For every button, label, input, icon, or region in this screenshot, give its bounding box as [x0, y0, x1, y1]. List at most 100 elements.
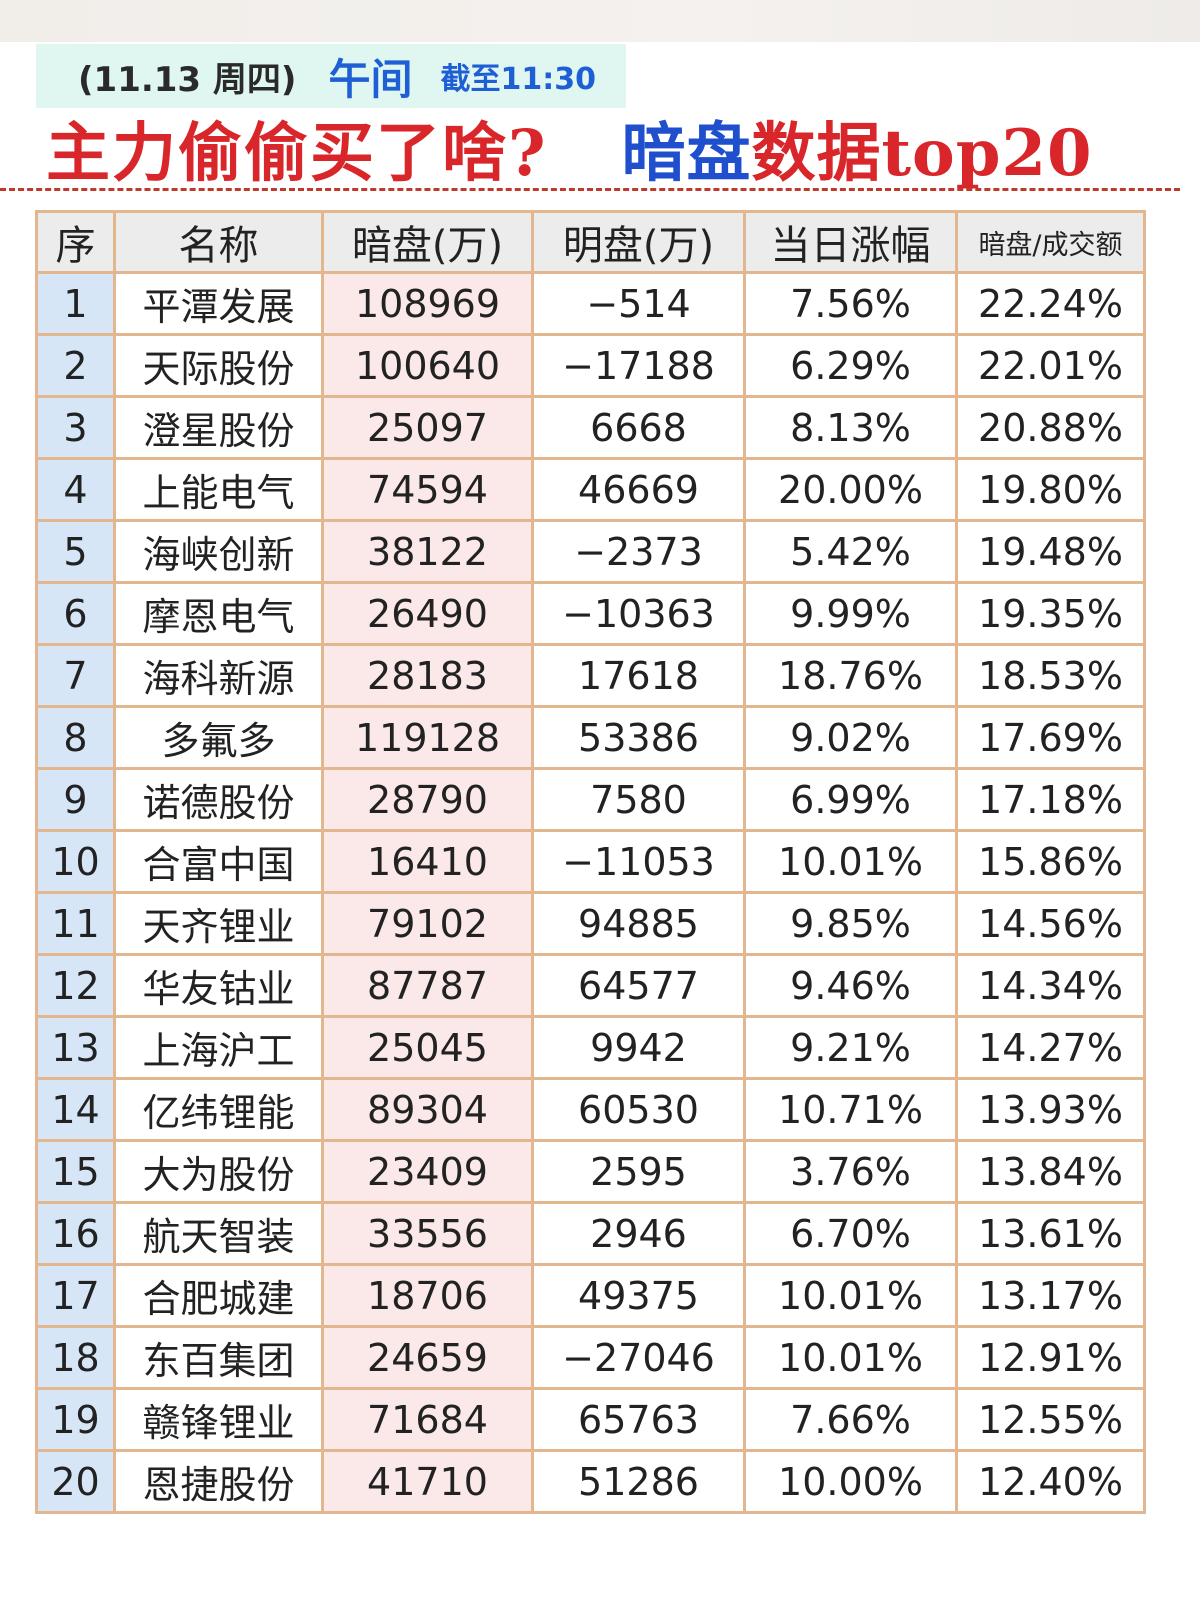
col-header-dark: 暗盘(万)	[321, 210, 534, 274]
daily-change: 9.02%	[743, 705, 958, 770]
row-index: 14	[35, 1077, 116, 1142]
row-index: 10	[35, 829, 116, 894]
daily-change: 10.01%	[743, 1325, 958, 1390]
table-row: 8 多氟多 119128 53386 9.02% 17.69%	[35, 705, 1146, 770]
table-row: 20 恩捷股份 41710 51286 10.00% 12.40%	[35, 1449, 1146, 1514]
daily-change: 9.85%	[743, 891, 958, 956]
table-row: 15 大为股份 23409 2595 3.76% 13.84%	[35, 1139, 1146, 1204]
table-row: 6 摩恩电气 26490 −10363 9.99% 19.35%	[35, 581, 1146, 646]
dark-ratio: 14.56%	[955, 891, 1146, 956]
table-body: 1 平潭发展 108969 −514 7.56% 22.24% 2 天际股份 100640 −17…	[35, 271, 1146, 1514]
row-index: 11	[35, 891, 116, 956]
daily-change: 5.42%	[743, 519, 958, 584]
table-row: 7 海科新源 28183 17618 18.76% 18.53%	[35, 643, 1146, 708]
row-index: 8	[35, 705, 116, 770]
daily-change: 9.46%	[743, 953, 958, 1018]
row-index: 16	[35, 1201, 116, 1266]
dark-pool-value: 89304	[321, 1077, 534, 1142]
daily-change: 6.99%	[743, 767, 958, 832]
row-index: 12	[35, 953, 116, 1018]
daily-change: 8.13%	[743, 395, 958, 460]
light-pool-value: −27046	[531, 1325, 746, 1390]
daily-change: 7.66%	[743, 1387, 958, 1452]
dark-ratio: 12.40%	[955, 1449, 1146, 1514]
light-pool-value: 7580	[531, 767, 746, 832]
row-index: 2	[35, 333, 116, 398]
stock-name: 东百集团	[113, 1325, 324, 1390]
dark-pool-value: 79102	[321, 891, 534, 956]
stock-name: 天齐锂业	[113, 891, 324, 956]
row-index: 4	[35, 457, 116, 522]
table-row: 3 澄星股份 25097 6668 8.13% 20.88%	[35, 395, 1146, 460]
stock-name: 合富中国	[113, 829, 324, 894]
daily-change: 3.76%	[743, 1139, 958, 1204]
light-pool-value: 46669	[531, 457, 746, 522]
dark-pool-value: 108969	[321, 271, 534, 336]
stock-name: 赣锋锂业	[113, 1387, 324, 1452]
cutoff-label: 截至11:30	[440, 62, 596, 97]
stock-name: 摩恩电气	[113, 581, 324, 646]
dark-ratio: 12.91%	[955, 1325, 1146, 1390]
date-banner: (11.13 周四) 午间 截至11:30	[36, 44, 626, 108]
daily-change: 10.71%	[743, 1077, 958, 1142]
daily-change: 6.70%	[743, 1201, 958, 1266]
table-row: 16 航天智装 33556 2946 6.70% 13.61%	[35, 1201, 1146, 1266]
table-row: 18 东百集团 24659 −27046 10.01% 12.91%	[35, 1325, 1146, 1390]
stock-name: 上海沪工	[113, 1015, 324, 1080]
row-index: 9	[35, 767, 116, 832]
headline-title-part2: 数据top20	[751, 116, 1093, 191]
col-header-light: 明盘(万)	[531, 210, 746, 274]
daily-change: 20.00%	[743, 457, 958, 522]
row-index: 6	[35, 581, 116, 646]
table-row: 19 赣锋锂业 71684 65763 7.66% 12.55%	[35, 1387, 1146, 1452]
stock-name: 多氟多	[113, 705, 324, 770]
table-row: 14 亿纬锂能 89304 60530 10.71% 13.93%	[35, 1077, 1146, 1142]
light-pool-value: −17188	[531, 333, 746, 398]
table-row: 10 合富中国 16410 −11053 10.01% 15.86%	[35, 829, 1146, 894]
dark-ratio: 22.24%	[955, 271, 1146, 336]
dashed-divider	[0, 188, 1180, 191]
dark-ratio: 14.27%	[955, 1015, 1146, 1080]
stock-name: 天际股份	[113, 333, 324, 398]
dark-pool-value: 38122	[321, 519, 534, 584]
dark-pool-value: 100640	[321, 333, 534, 398]
light-pool-value: −2373	[531, 519, 746, 584]
daily-change: 9.99%	[743, 581, 958, 646]
light-pool-value: −10363	[531, 581, 746, 646]
dark-ratio: 20.88%	[955, 395, 1146, 460]
light-pool-value: 60530	[531, 1077, 746, 1142]
table-row: 5 海峡创新 38122 −2373 5.42% 19.48%	[35, 519, 1146, 584]
stock-name: 海峡创新	[113, 519, 324, 584]
row-index: 20	[35, 1449, 116, 1514]
dark-pool-value: 16410	[321, 829, 534, 894]
dark-ratio: 19.35%	[955, 581, 1146, 646]
row-index: 13	[35, 1015, 116, 1080]
dark-pool-value: 74594	[321, 457, 534, 522]
light-pool-value: 65763	[531, 1387, 746, 1452]
dark-ratio: 14.34%	[955, 953, 1146, 1018]
table-row: 1 平潭发展 108969 −514 7.56% 22.24%	[35, 271, 1146, 336]
dark-ratio: 19.48%	[955, 519, 1146, 584]
stock-name: 航天智装	[113, 1201, 324, 1266]
stock-name: 合肥城建	[113, 1263, 324, 1328]
headline-question: 主力偷偷买了啥?	[46, 116, 548, 191]
stock-name: 平潭发展	[113, 271, 324, 336]
dark-pool-value: 28183	[321, 643, 534, 708]
stock-name: 亿纬锂能	[113, 1077, 324, 1142]
light-pool-value: 2946	[531, 1201, 746, 1266]
col-header-ratio: 暗盘/成交额	[955, 210, 1146, 274]
row-index: 15	[35, 1139, 116, 1204]
dark-pool-value: 41710	[321, 1449, 534, 1514]
dark-ratio: 15.86%	[955, 829, 1146, 894]
dark-ratio: 22.01%	[955, 333, 1146, 398]
light-pool-value: 17618	[531, 643, 746, 708]
dark-pool-value: 26490	[321, 581, 534, 646]
dark-ratio: 13.17%	[955, 1263, 1146, 1328]
light-pool-value: 51286	[531, 1449, 746, 1514]
daily-change: 10.00%	[743, 1449, 958, 1514]
dark-ratio: 17.69%	[955, 705, 1146, 770]
dark-pool-value: 18706	[321, 1263, 534, 1328]
dark-pool-value: 24659	[321, 1325, 534, 1390]
light-pool-value: 53386	[531, 705, 746, 770]
stock-name: 上能电气	[113, 457, 324, 522]
